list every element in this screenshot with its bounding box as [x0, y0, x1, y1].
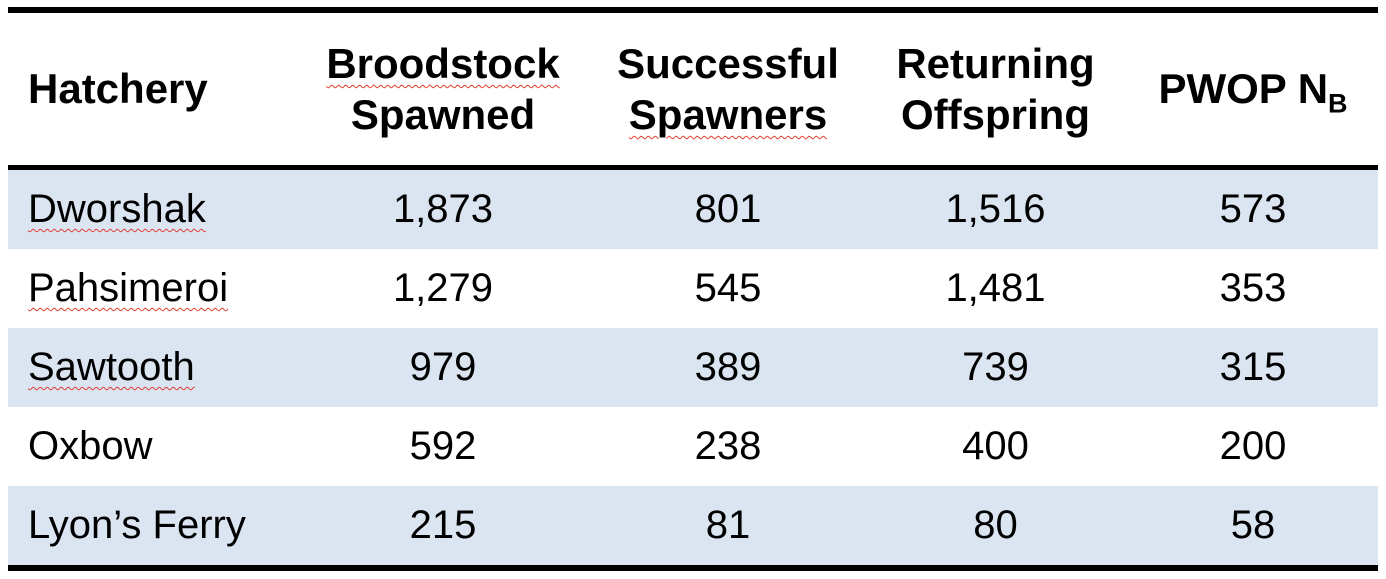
pwop-nb-cell: 58 — [1230, 503, 1276, 547]
column-header-broodstock-spawned: Broodstock Spawned — [293, 10, 593, 170]
pwop-nb-cell: 315 — [1219, 345, 1287, 389]
header-label: Returning — [896, 39, 1095, 87]
hatchery-name: Sawtooth — [28, 345, 195, 389]
table-row-oxbow: Oxbow 592 238 400 200 — [8, 407, 1378, 486]
successful-spawners-cell: 389 — [694, 345, 762, 389]
hatchery-data-table: Hatchery Broodstock Spawned Successful S… — [8, 7, 1378, 571]
hatchery-name-cell: Sawtooth — [8, 328, 293, 407]
column-header-hatchery: Hatchery — [8, 10, 293, 170]
broodstock-spawned-cell: 215 — [409, 503, 477, 547]
header-label: Offspring — [901, 91, 1090, 138]
returning-offspring-cell: 400 — [962, 424, 1029, 468]
table-row-pahsimeroi: Pahsimeroi 1,279 545 1,481 353 — [8, 249, 1378, 328]
returning-offspring-cell: 1,481 — [945, 266, 1046, 310]
broodstock-spawned-cell: 1,279 — [392, 266, 494, 310]
pwop-nb-cell: 573 — [1219, 187, 1287, 231]
hatchery-name-cell: Lyon’s Ferry — [8, 486, 293, 568]
returning-offspring-cell: 739 — [962, 345, 1029, 389]
broodstock-spawned-cell: 592 — [409, 424, 477, 468]
pwop-nb-cell: 200 — [1219, 424, 1287, 468]
broodstock-spawned-cell: 1,873 — [392, 187, 494, 231]
header-label: Successful — [617, 39, 839, 87]
header-label: PWOP N — [1158, 65, 1329, 113]
column-header-successful-spawners: Successful Spawners — [593, 10, 863, 170]
pwop-nb-cell: 353 — [1219, 266, 1287, 310]
hatchery-name: Lyon’s Ferry — [28, 503, 246, 547]
header-label: Hatchery — [28, 65, 208, 113]
hatchery-name-cell: Oxbow — [8, 407, 293, 486]
header-subscript: B — [1328, 88, 1348, 119]
successful-spawners-cell: 238 — [694, 424, 762, 468]
column-header-pwop-nb: PWOP NB — [1128, 10, 1378, 170]
successful-spawners-cell: 545 — [694, 266, 762, 310]
hatchery-name: Oxbow — [28, 424, 153, 468]
header-row: Hatchery Broodstock Spawned Successful S… — [8, 10, 1378, 170]
column-header-returning-offspring: Returning Offspring — [863, 10, 1128, 170]
header-label: Spawners — [628, 91, 828, 138]
hatchery-name-cell: Pahsimeroi — [8, 249, 293, 328]
successful-spawners-cell: 81 — [705, 503, 751, 547]
broodstock-spawned-cell: 979 — [409, 345, 477, 389]
hatchery-name: Dworshak — [28, 187, 206, 231]
returning-offspring-cell: 80 — [973, 503, 1018, 547]
returning-offspring-cell: 1,516 — [945, 187, 1046, 231]
hatchery-name: Pahsimeroi — [28, 266, 229, 310]
header-label: Spawned — [350, 91, 536, 138]
table-row-dworshak: Dworshak 1,873 801 1,516 573 — [8, 167, 1378, 250]
hatchery-name-cell: Dworshak — [8, 168, 293, 250]
header-label: Broodstock — [326, 39, 560, 87]
successful-spawners-cell: 801 — [694, 187, 762, 231]
table-row-lyons-ferry: Lyon’s Ferry 215 81 80 58 — [8, 486, 1378, 568]
table-row-sawtooth: Sawtooth 979 389 739 315 — [8, 328, 1378, 407]
